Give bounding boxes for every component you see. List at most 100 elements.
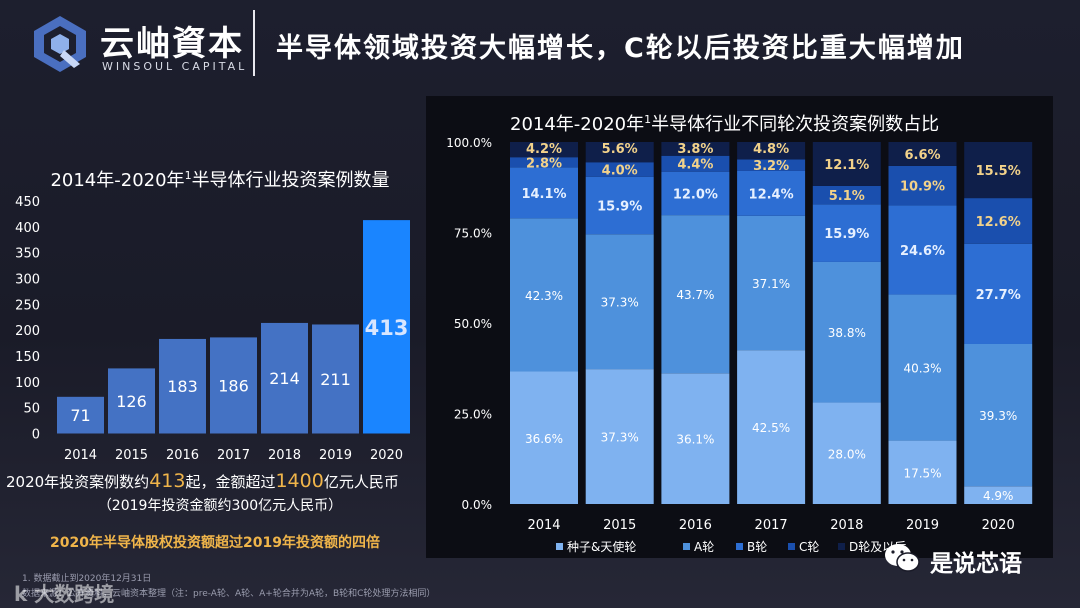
left-x-tick: 2014 — [64, 448, 97, 463]
right-segment — [964, 142, 1033, 199]
right-segment-label: 5.6% — [602, 142, 638, 157]
wechat-icon — [885, 544, 920, 572]
legend-swatch — [556, 543, 563, 550]
note-line-3: 2020年半导体股权投资额超过2019年投资额的四倍 — [50, 535, 380, 551]
right-segment — [661, 215, 730, 374]
right-segment-label: 10.9% — [900, 180, 945, 195]
right-y-tick: 25.0% — [454, 408, 492, 422]
right-segment-label: 4.2% — [526, 142, 562, 157]
left-bar-label: 183 — [167, 377, 198, 396]
left-bar — [261, 322, 308, 434]
left-bar — [57, 396, 104, 434]
right-segment-label: 12.1% — [824, 158, 869, 173]
page-title: 半导体领域投资大幅增长，C轮以后投资比重大幅增加 — [276, 33, 965, 64]
note1-amount: 1400 — [275, 470, 324, 492]
right-segment-label: 36.6% — [525, 432, 563, 446]
right-x-tick: 2015 — [603, 518, 636, 533]
right-segment — [812, 261, 881, 403]
left-title-main: 2014年-2020年 — [50, 170, 185, 191]
footnote-1: 1. 数据截止到2020年12月31日 — [22, 574, 152, 584]
right-segment — [737, 170, 806, 216]
right-segment-label: 12.0% — [673, 187, 718, 202]
right-segment — [964, 343, 1033, 487]
right-y-tick: 75.0% — [454, 227, 492, 241]
right-segment — [964, 486, 1033, 504]
right-segment — [737, 159, 806, 171]
left-bar-label: 211 — [320, 370, 351, 389]
legend-label: B轮 — [747, 540, 767, 554]
right-x-tick: 2020 — [982, 518, 1015, 533]
left-x-tick: 2017 — [217, 448, 250, 463]
note1-count: 413 — [149, 470, 186, 492]
right-segment-label: 15.5% — [976, 164, 1021, 179]
right-segment-label: 4.0% — [602, 163, 638, 178]
left-y-tick: 200 — [15, 324, 40, 339]
header: 云岫資本 WINSOUL CAPITAL 半导体领域投资大幅增长，C轮以后投资比… — [0, 0, 1080, 84]
right-segment-label: 38.8% — [828, 326, 866, 340]
right-segment-label: 37.3% — [601, 296, 639, 310]
right-segment-label: 39.3% — [979, 409, 1017, 423]
right-segment — [510, 218, 578, 372]
legend-label: A轮 — [694, 540, 714, 554]
note1-mid: 起，金额超过 — [185, 473, 276, 491]
right-segment — [737, 215, 806, 351]
right-segment-label: 6.6% — [904, 148, 940, 163]
watermark-right: 是说芯语 — [930, 551, 1022, 577]
left-bar — [363, 220, 410, 434]
right-segment — [585, 142, 654, 163]
right-segment-label: 24.6% — [900, 244, 945, 259]
right-segment-label: 2.8% — [526, 156, 562, 171]
right-y-tick: 50.0% — [454, 317, 492, 331]
right-segment — [661, 171, 730, 216]
left-y-tick: 450 — [15, 195, 40, 210]
right-chart-title: 2014年-2020年1半导体行业不同轮次投资案例数占比 — [510, 110, 939, 136]
right-segment — [812, 402, 881, 504]
left-bar — [108, 368, 155, 434]
right-segment — [888, 440, 957, 504]
note-line-2: （2019年投资金额约300亿元人民币） — [97, 498, 343, 514]
right-segment-label: 28.0% — [828, 447, 866, 461]
left-y-tick: 300 — [15, 273, 40, 288]
right-segment — [661, 142, 730, 156]
right-segment — [510, 167, 578, 219]
legend-swatch — [736, 543, 743, 550]
right-segment — [812, 142, 881, 186]
right-segment — [737, 142, 806, 160]
right-segment — [661, 155, 730, 172]
right-segment-label: 12.6% — [976, 215, 1021, 230]
legend-swatch — [683, 543, 690, 550]
left-x-tick: 2020 — [370, 448, 403, 463]
right-segment — [510, 157, 578, 168]
left-bar-label: 126 — [116, 392, 147, 411]
legend-label: 种子&天使轮 — [567, 539, 636, 554]
left-bar — [159, 338, 206, 434]
left-bar — [210, 337, 257, 434]
left-bar-label: 214 — [269, 369, 300, 388]
right-segment — [661, 373, 730, 504]
right-segment-label: 4.9% — [983, 489, 1014, 503]
note1-pre: 2020年投资案例数约 — [6, 473, 150, 491]
right-segment-label: 5.1% — [829, 189, 865, 204]
right-segment-label: 14.1% — [521, 187, 566, 202]
winsoul-logo-icon — [34, 16, 86, 72]
left-y-tick: 250 — [15, 298, 40, 313]
right-segment-label: 3.2% — [753, 159, 789, 174]
left-title-rest: 半导体行业投资案例数量 — [191, 170, 390, 191]
right-segment-label: 3.8% — [677, 142, 713, 157]
right-segment-label: 40.3% — [903, 362, 941, 376]
right-segment-label: 15.9% — [597, 199, 642, 214]
right-segment-label: 4.4% — [677, 158, 713, 173]
right-segment — [888, 294, 957, 441]
left-x-tick: 2019 — [319, 448, 352, 463]
left-chart-title: 2014年-2020年1半导体行业投资案例数量 — [30, 166, 410, 192]
right-segment-label: 43.7% — [676, 288, 714, 302]
right-title-rest: 半导体行业不同轮次投资案例数占比 — [651, 114, 940, 135]
watermark-left: k 大数跨境 — [14, 582, 115, 606]
right-segment — [812, 185, 881, 205]
legend-swatch — [788, 543, 795, 550]
footnote-2: 数据来源：公开资料，云岫资本整理（注：pre-A轮、A轮、A+轮合并为A轮，B轮… — [22, 589, 436, 599]
right-segment — [888, 205, 957, 295]
right-y-tick: 0.0% — [462, 498, 493, 512]
left-title-sup: 1 — [184, 169, 192, 182]
logo-text-cn: 云岫資本 — [100, 24, 244, 64]
